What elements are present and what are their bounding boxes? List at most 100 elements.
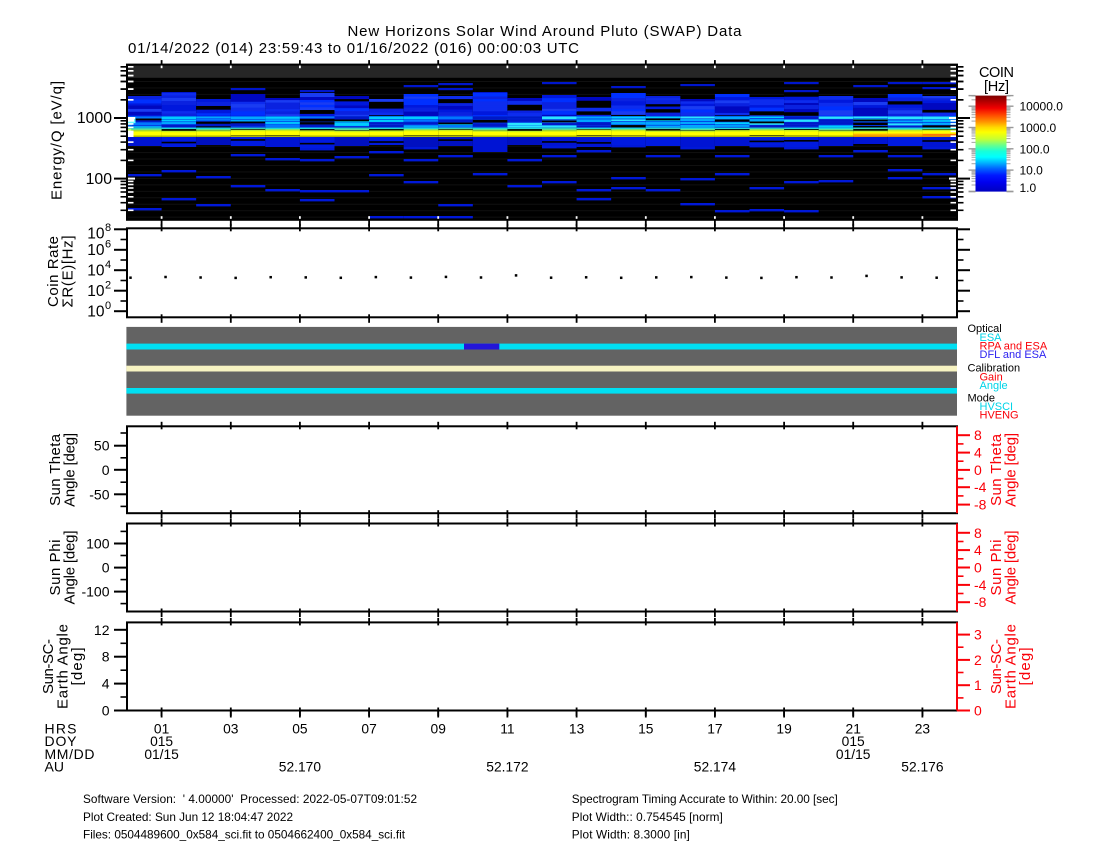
svg-text:05: 05 (292, 721, 308, 736)
svg-text:DOY: DOY (45, 733, 78, 749)
svg-text:Spectrogram Timing Accurate to: Spectrogram Timing Accurate to Within: 2… (572, 792, 838, 806)
svg-text:Optical: Optical (968, 323, 1002, 335)
svg-text:52.170: 52.170 (279, 760, 322, 775)
svg-text:11: 11 (500, 721, 514, 736)
svg-text:New Horizons Solar Wind Around: New Horizons Solar Wind Around Pluto (SW… (348, 23, 743, 40)
svg-text:8: 8 (102, 649, 110, 665)
svg-text:MM/DD: MM/DD (45, 746, 95, 762)
svg-text:8: 8 (974, 525, 982, 541)
svg-text:Angle [deg]: Angle [deg] (1003, 433, 1020, 507)
svg-text:[deg]: [deg] (1017, 648, 1034, 686)
svg-text:50: 50 (94, 438, 110, 454)
svg-text:4: 4 (974, 445, 982, 461)
svg-text:09: 09 (431, 721, 447, 736)
svg-text:4: 4 (105, 259, 111, 271)
svg-text:Files: 0504489600_0x584_sci.fi: Files: 0504489600_0x584_sci.fit to 05046… (83, 828, 406, 842)
svg-text:-8: -8 (974, 594, 987, 610)
svg-text:3: 3 (974, 627, 982, 643)
svg-text:0: 0 (102, 703, 110, 719)
svg-text:100: 100 (86, 171, 113, 188)
svg-text:Angle [deg]: Angle [deg] (62, 433, 79, 507)
svg-text:03: 03 (223, 721, 239, 736)
svg-text:6: 6 (105, 239, 111, 251)
svg-text:AU: AU (45, 759, 64, 775)
svg-text:Angle [deg]: Angle [deg] (1003, 531, 1020, 605)
svg-text:01/15: 01/15 (836, 747, 871, 762)
svg-text:100: 100 (86, 536, 110, 552)
svg-text:Sun-SC-: Sun-SC- (40, 639, 57, 694)
svg-text:2: 2 (974, 652, 982, 668)
svg-text:1.0: 1.0 (1020, 181, 1037, 195)
svg-text:100.0: 100.0 (1020, 142, 1050, 156)
svg-text:10000.0: 10000.0 (1020, 100, 1064, 114)
svg-text:17: 17 (707, 721, 722, 736)
svg-text:Angle: Angle (980, 380, 1008, 392)
svg-text:19: 19 (776, 721, 792, 736)
svg-text:Plot Created: Sun Jun 12 18:04: Plot Created: Sun Jun 12 18:04:47 2022 (83, 810, 293, 824)
svg-text:HVSCI: HVSCI (980, 401, 1014, 413)
svg-text:Angle [deg]: Angle [deg] (62, 531, 79, 605)
svg-text:Sun Phi: Sun Phi (988, 540, 1005, 596)
svg-text:015: 015 (842, 734, 865, 749)
svg-text:2: 2 (105, 280, 111, 292)
svg-text:Gain: Gain (980, 371, 1003, 383)
svg-text:-4: -4 (974, 577, 987, 593)
svg-text:10.0: 10.0 (1020, 164, 1044, 178)
svg-text:01/15: 01/15 (144, 747, 179, 762)
svg-text:HRS: HRS (45, 720, 77, 736)
svg-text:ESA: ESA (980, 332, 1003, 344)
svg-text:-4: -4 (974, 479, 987, 495)
svg-text:15: 15 (638, 721, 654, 736)
svg-text:4: 4 (102, 676, 110, 692)
svg-text:12: 12 (94, 622, 110, 638)
svg-text:1: 1 (974, 677, 982, 693)
svg-text:Earth Angle: Earth Angle (1003, 624, 1020, 709)
svg-text:1000: 1000 (77, 110, 112, 127)
svg-text:0: 0 (102, 462, 110, 478)
svg-text:52.172: 52.172 (486, 760, 528, 775)
svg-text:-100: -100 (81, 584, 109, 600)
svg-text:Plot Width: 8.3000 [in]: Plot Width: 8.3000 [in] (572, 828, 690, 842)
svg-text:23: 23 (915, 721, 931, 736)
svg-text:Plot Width:: 0.754545 [norm]: Plot Width:: 0.754545 [norm] (572, 810, 723, 824)
svg-text:1000.0: 1000.0 (1020, 121, 1057, 135)
svg-text:0: 0 (974, 462, 982, 478)
svg-text:52.176: 52.176 (901, 760, 944, 775)
svg-text:DFL and ESA: DFL and ESA (980, 349, 1048, 361)
svg-text:COIN: COIN (979, 65, 1014, 81)
svg-text:Earth Angle: Earth Angle (55, 624, 72, 709)
svg-text:10: 10 (87, 225, 105, 242)
svg-text:10: 10 (87, 283, 105, 300)
svg-text:0: 0 (974, 560, 982, 576)
svg-text:[Hz]: [Hz] (984, 79, 1009, 95)
svg-text:RPA and ESA: RPA and ESA (980, 340, 1048, 352)
svg-text:0: 0 (102, 560, 110, 576)
svg-text:-50: -50 (89, 486, 109, 502)
svg-text:0: 0 (105, 300, 111, 312)
svg-text:Coin Rate: Coin Rate (45, 236, 62, 307)
svg-text:Sun Theta: Sun Theta (988, 433, 1005, 506)
svg-text:52.174: 52.174 (694, 760, 737, 775)
svg-text:8: 8 (105, 222, 111, 234)
svg-text:Mode: Mode (968, 393, 996, 405)
svg-text:-8: -8 (974, 497, 987, 513)
svg-text:01: 01 (154, 721, 169, 736)
svg-text:07: 07 (361, 721, 376, 736)
svg-text:Sun-SC-: Sun-SC- (988, 639, 1005, 694)
svg-text:4: 4 (974, 542, 982, 558)
svg-text:[deg]: [deg] (69, 648, 86, 686)
svg-text:Software Version: ' 4.00000': Software Version: ' 4.00000' Processed: … (83, 792, 417, 806)
svg-text:01/14/2022 (014) 23:59:43 to 0: 01/14/2022 (014) 23:59:43 to 01/16/2022 … (128, 40, 579, 57)
svg-text:13: 13 (569, 721, 585, 736)
svg-text:Calibration: Calibration (968, 363, 1021, 375)
svg-text:Energy/Q [eV/q]: Energy/Q [eV/q] (49, 81, 66, 200)
svg-text:HVENG: HVENG (980, 409, 1019, 421)
svg-text:10: 10 (87, 242, 105, 259)
svg-text:21: 21 (846, 721, 861, 736)
svg-text:0: 0 (974, 703, 982, 719)
svg-text:10: 10 (87, 262, 105, 279)
svg-text:Sun Phi: Sun Phi (47, 540, 64, 596)
svg-text:8: 8 (974, 427, 982, 443)
svg-text:Sun Theta: Sun Theta (47, 433, 64, 506)
svg-text:ΣR(E)[Hz]: ΣR(E)[Hz] (60, 236, 77, 308)
